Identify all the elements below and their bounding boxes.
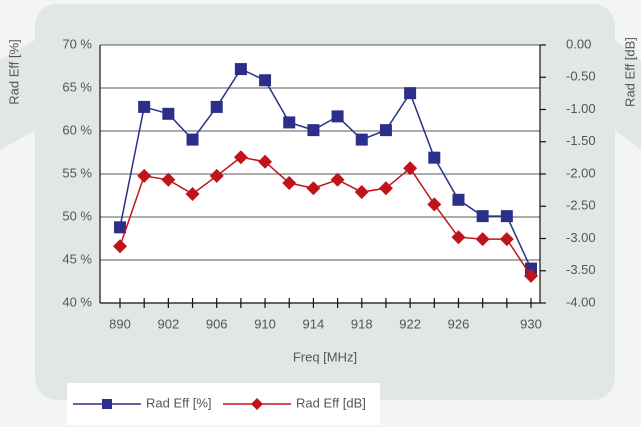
- marker: [259, 74, 272, 87]
- y2-tick-label: -3.50: [566, 262, 596, 277]
- marker: [476, 210, 489, 223]
- marker: [282, 176, 297, 191]
- marker: [499, 232, 514, 247]
- y2-tick-label: -4.00: [566, 294, 596, 309]
- marker: [307, 124, 320, 137]
- x-tick-label: 922: [399, 316, 421, 331]
- y-tick-label: 50 %: [62, 208, 92, 223]
- x-tick-label: 910: [254, 316, 276, 331]
- marker: [475, 232, 490, 247]
- y2-axis-title: Rad Eff [dB]: [622, 37, 637, 107]
- x-tick-label: 930: [520, 316, 542, 331]
- y2-tick-label: -0.50: [566, 69, 596, 84]
- marker: [500, 210, 513, 223]
- marker: [251, 398, 263, 410]
- marker: [185, 186, 200, 201]
- marker: [233, 150, 248, 165]
- y-tick-label: 60 %: [62, 122, 92, 137]
- x-tick-label: 914: [303, 316, 325, 331]
- marker: [113, 239, 127, 254]
- y-tick-label: 70 %: [62, 36, 92, 51]
- marker: [403, 161, 418, 176]
- marker: [137, 168, 152, 183]
- y2-tick-label: -1.00: [566, 101, 596, 116]
- marker: [330, 172, 345, 187]
- marker: [186, 133, 199, 146]
- marker: [379, 124, 392, 137]
- y-tick-label: 45 %: [62, 251, 92, 266]
- x-tick-label: 926: [448, 316, 470, 331]
- y-tick-label: 55 %: [62, 165, 92, 180]
- x-tick-label: 890: [109, 316, 131, 331]
- marker: [161, 172, 176, 187]
- marker: [378, 181, 393, 196]
- marker: [451, 230, 466, 245]
- y-tick-label: 40 %: [62, 294, 92, 309]
- marker: [404, 87, 417, 100]
- marker: [234, 63, 247, 76]
- y2-tick-label: -3.00: [566, 230, 596, 245]
- marker: [331, 110, 344, 123]
- y-tick-label: 65 %: [62, 79, 92, 94]
- x-tick-label: 906: [206, 316, 228, 331]
- y2-tick-label: -2.00: [566, 165, 596, 180]
- marker: [283, 116, 296, 129]
- x-tick-label: 902: [158, 316, 180, 331]
- marker: [102, 399, 112, 409]
- marker: [210, 100, 223, 113]
- marker: [114, 221, 126, 234]
- legend-label: Rad Eff [%]: [146, 395, 212, 410]
- marker: [209, 168, 224, 183]
- legend-label: Rad Eff [dB]: [296, 395, 366, 410]
- marker: [452, 193, 465, 206]
- marker: [524, 268, 538, 283]
- x-tick-label: 918: [351, 316, 373, 331]
- marker: [138, 100, 151, 113]
- marker: [162, 107, 175, 120]
- y2-tick-label: -1.50: [566, 133, 596, 148]
- marker: [306, 181, 321, 196]
- marker: [427, 197, 442, 212]
- marker: [355, 133, 368, 146]
- y-axis-title: Rad Eff [%]: [6, 39, 21, 105]
- marker: [258, 154, 273, 169]
- y2-tick-label: -2.50: [566, 198, 596, 213]
- y2-tick-label: 0.00: [566, 36, 591, 51]
- x-axis-title: Freq [MHz]: [293, 349, 357, 364]
- marker: [354, 185, 369, 200]
- marker: [428, 151, 441, 164]
